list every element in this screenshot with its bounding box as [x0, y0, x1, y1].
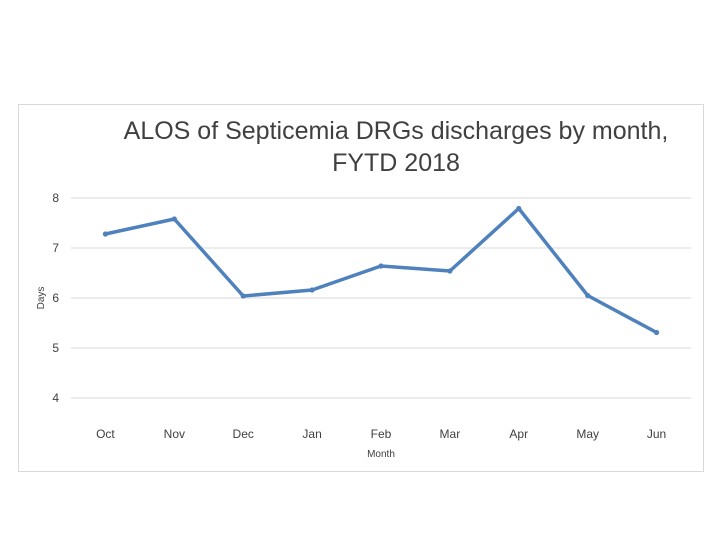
- data-point-jan: [309, 287, 315, 293]
- data-point-apr: [516, 205, 522, 212]
- y-axis-title: Days: [36, 287, 47, 310]
- x-tick-label: Jan: [302, 427, 321, 441]
- x-tick-label: Jun: [647, 427, 666, 441]
- chart-frame: [18, 104, 704, 472]
- x-axis-title: Month: [367, 449, 395, 460]
- x-axis-ticks: Oct Nov Dec Jan Feb Mar Apr May Jun: [96, 427, 666, 441]
- gridlines: [71, 197, 691, 399]
- x-tick-label: May: [576, 427, 599, 441]
- data-point-jun: [653, 329, 660, 336]
- y-tick-label: 5: [52, 341, 59, 355]
- series-layer: [102, 205, 660, 336]
- series-line: [103, 206, 659, 335]
- chart-title-line-1: ALOS of Septicemia DRGs discharges by mo…: [124, 117, 669, 145]
- data-point-dec: [240, 293, 246, 299]
- x-tick-label: Feb: [371, 427, 392, 441]
- chart-title-line-2: FYTD 2018: [332, 149, 460, 177]
- data-point-mar: [447, 268, 453, 274]
- data-point-may: [585, 292, 591, 299]
- y-axis-ticks: 4 5 6 7 8: [52, 191, 59, 405]
- data-point-nov: [171, 216, 177, 222]
- x-tick-label: Oct: [96, 427, 115, 441]
- y-tick-label: 7: [52, 241, 59, 255]
- y-tick-label: 6: [52, 291, 59, 305]
- x-tick-label: Dec: [233, 427, 254, 441]
- data-point-feb: [378, 263, 384, 269]
- x-tick-label: Apr: [509, 427, 528, 441]
- x-tick-label: Nov: [164, 427, 185, 441]
- data-point-oct: [102, 231, 109, 237]
- y-tick-label: 4: [52, 391, 59, 405]
- x-tick-label: Mar: [440, 427, 461, 441]
- y-tick-label: 8: [52, 191, 59, 205]
